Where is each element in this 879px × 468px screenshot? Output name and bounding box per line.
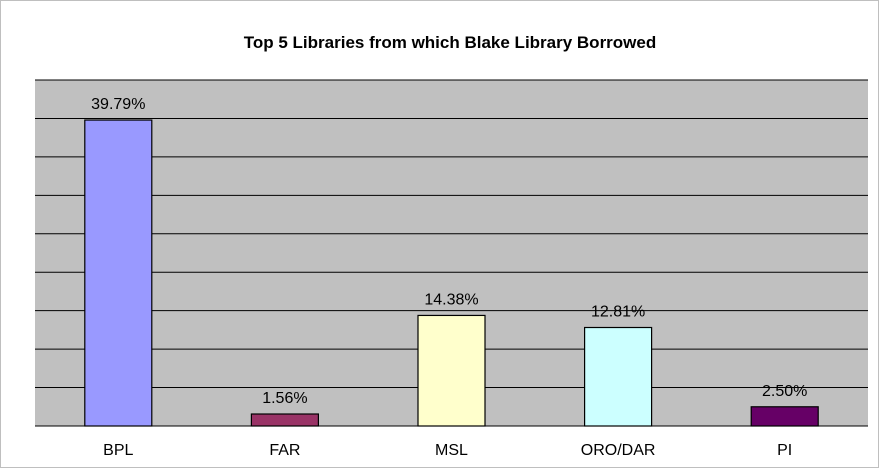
- category-label: FAR: [269, 442, 300, 459]
- value-label: 14.38%: [424, 291, 478, 308]
- gridlines: [35, 79, 868, 389]
- category-label: BPL: [103, 442, 133, 459]
- category-label: PI: [777, 442, 792, 459]
- bar-oro-dar: [583, 326, 653, 427]
- value-label: 39.79%: [91, 96, 145, 113]
- bar-far: [250, 413, 319, 427]
- category-label: ORO/DAR: [581, 442, 656, 459]
- value-label: 1.56%: [262, 390, 307, 407]
- bar-msl: [417, 314, 486, 427]
- bar-bpl: [84, 119, 153, 427]
- value-label: 2.50%: [762, 383, 807, 400]
- chart-title: Top 5 Libraries from which Blake Library…: [244, 33, 657, 52]
- bars: [84, 119, 819, 427]
- bar-pi: [750, 406, 819, 427]
- category-label: MSL: [435, 442, 468, 459]
- value-labels: 39.79% 1.56% 14.38% 12.81% 2.50%: [91, 96, 807, 407]
- category-labels: BPL FAR MSL ORO/DAR PI: [103, 442, 792, 459]
- value-label: 12.81%: [591, 304, 645, 321]
